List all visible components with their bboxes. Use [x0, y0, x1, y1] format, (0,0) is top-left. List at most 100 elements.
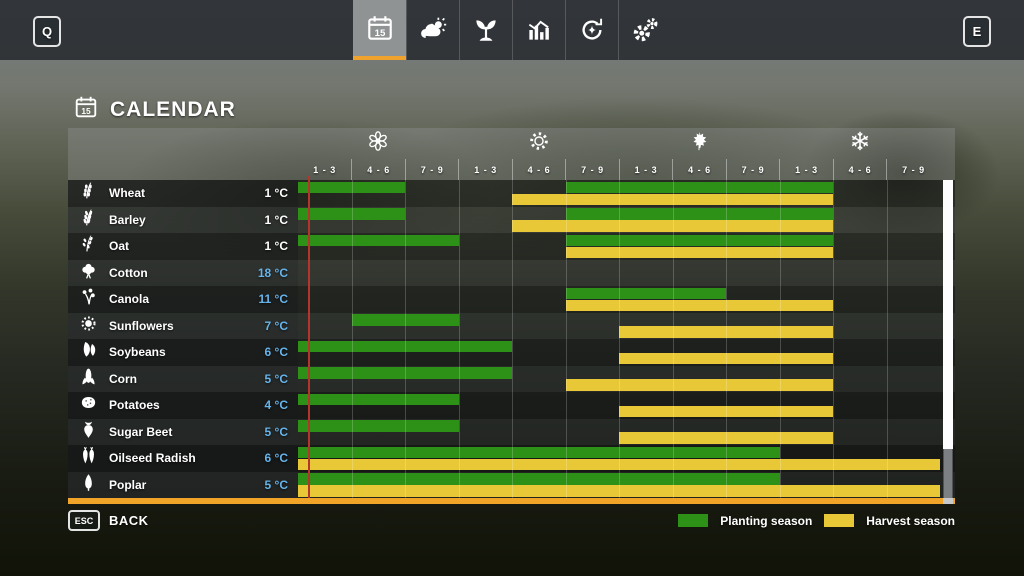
autumn-icon	[688, 130, 710, 157]
period-label: 7 - 9	[565, 159, 618, 180]
harvest-bar	[565, 246, 833, 258]
crop-row-sugar-beet: Sugar Beet 5 °C	[68, 418, 955, 445]
crop-min-temp: 6 °C	[264, 451, 288, 466]
crop-name: Oilseed Radish	[109, 451, 196, 466]
crop-name: Sugar Beet	[109, 424, 173, 439]
page-title-text: CALENDAR	[110, 97, 236, 121]
canola-icon	[79, 287, 98, 311]
back-button[interactable]: ESC BACK	[68, 510, 149, 531]
crop-min-temp: 4 °C	[264, 398, 288, 413]
tab-prices[interactable]	[512, 0, 565, 60]
tab-crops[interactable]	[459, 0, 512, 60]
season-winter	[780, 128, 941, 159]
summer-icon	[528, 130, 550, 157]
crop-min-temp: 7 °C	[264, 318, 288, 333]
harvest-bar	[565, 299, 833, 311]
harvest-bar	[619, 405, 833, 417]
crop-name: Potatoes	[109, 398, 160, 413]
tab-weather[interactable]	[406, 0, 459, 60]
plant-bar	[351, 314, 459, 326]
page-title: 15 CALENDAR	[73, 94, 236, 125]
back-label: BACK	[109, 513, 149, 528]
crop-min-temp: 1 °C	[264, 212, 288, 227]
planting-season-swatch	[678, 514, 709, 527]
crop-label: Poplar 5 °C	[68, 471, 298, 498]
crop-season-track	[298, 445, 940, 472]
gears-icon	[630, 15, 660, 45]
scrollbar-end-cap	[943, 498, 953, 504]
tab-calendar[interactable]: 15	[353, 0, 406, 60]
soybeans-icon	[79, 340, 98, 364]
scrollbar-track[interactable]	[943, 180, 953, 498]
key-hint-q[interactable]: Q	[33, 16, 61, 47]
crop-name: Cotton	[109, 265, 148, 280]
footer: ESC BACK Planting season Harvest season	[68, 510, 955, 531]
chart-icon	[524, 15, 554, 45]
plant-bar	[298, 181, 405, 193]
crop-season-track	[298, 312, 940, 339]
crop-name: Poplar	[109, 477, 147, 492]
harvest-bar	[619, 326, 833, 338]
crop-min-temp: 1 °C	[264, 239, 288, 254]
crop-season-track	[298, 206, 940, 233]
crop-row-sunflowers: Sunflowers 7 °C	[68, 312, 955, 339]
cotton-icon	[79, 261, 98, 285]
tab-settings[interactable]	[618, 0, 671, 60]
radish-icon	[79, 446, 98, 470]
harvest-bar	[512, 220, 833, 232]
crop-min-temp: 18 °C	[257, 265, 288, 280]
crop-label: Wheat 1 °C	[68, 180, 298, 207]
crop-season-track	[298, 286, 940, 313]
crop-label: Oat 1 °C	[68, 233, 298, 260]
crop-row-potatoes: Potatoes 4 °C	[68, 392, 955, 419]
crop-label: Corn 5 °C	[68, 365, 298, 392]
tab-rotation[interactable]	[565, 0, 618, 60]
season-autumn	[619, 128, 780, 159]
plant-bar	[298, 234, 459, 246]
crop-season-track	[298, 392, 940, 419]
crop-rows: Wheat 1 °C Barley 1 °C Oat 1 °C Cotton 18 °C Can…	[68, 176, 955, 498]
crop-season-track	[298, 233, 940, 260]
plant-bar	[298, 446, 780, 458]
season-summer	[459, 128, 620, 159]
key-hint-e[interactable]: E	[963, 16, 991, 47]
crop-row-oilseed-radish: Oilseed Radish 6 °C	[68, 445, 955, 472]
crop-row-poplar: Poplar 5 °C	[68, 471, 955, 498]
crop-label: Canola 11 °C	[68, 286, 298, 313]
crop-row-barley: Barley 1 °C	[68, 206, 955, 233]
oat-icon	[79, 234, 98, 258]
crop-min-temp: 6 °C	[264, 345, 288, 360]
harvest-bar	[565, 379, 833, 391]
legend: Planting season Harvest season	[678, 514, 955, 528]
plant-bar	[298, 420, 459, 432]
period-label: 4 - 6	[672, 159, 725, 180]
poplar-icon	[79, 473, 98, 497]
scrollbar-thumb[interactable]	[943, 180, 953, 449]
harvest-season-swatch	[824, 514, 855, 527]
crop-name: Barley	[109, 212, 146, 227]
crop-label: Sunflowers 7 °C	[68, 312, 298, 339]
period-label: 1 - 3	[458, 159, 511, 180]
crop-season-track	[298, 180, 940, 207]
panel-bottom-border	[68, 498, 955, 504]
crop-name: Sunflowers	[109, 318, 174, 333]
crop-min-temp: 5 °C	[264, 477, 288, 492]
crop-name: Canola	[109, 292, 150, 307]
crop-label: Barley 1 °C	[68, 206, 298, 233]
crop-min-temp: 1 °C	[264, 186, 288, 201]
plant-bar	[298, 208, 405, 220]
crop-name: Oat	[109, 239, 130, 254]
period-label: 7 - 9	[404, 159, 458, 180]
period-label: 7 - 9	[725, 159, 779, 180]
crop-min-temp: 5 °C	[264, 424, 288, 439]
crop-name: Soybeans	[109, 345, 166, 360]
period-label: 7 - 9	[886, 159, 939, 180]
spring-icon	[367, 130, 389, 157]
crop-season-track	[298, 259, 940, 286]
crop-name: Wheat	[109, 186, 145, 201]
plant-bar	[298, 367, 512, 379]
crop-label: Soybeans 6 °C	[68, 339, 298, 366]
sunflower-icon	[79, 314, 98, 338]
